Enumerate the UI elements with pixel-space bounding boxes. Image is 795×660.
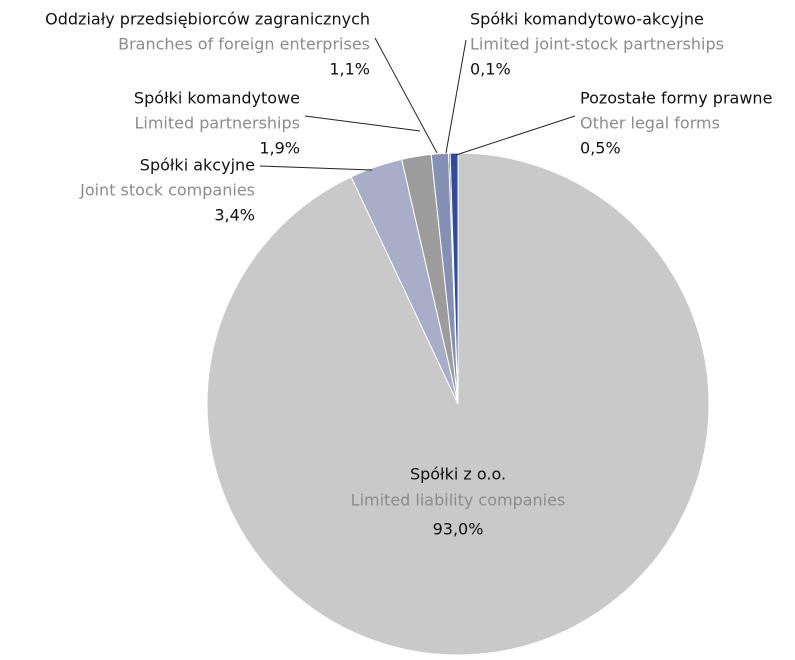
slice-label: Spółki komandytowe	[134, 89, 300, 108]
slice-label: Spółki akcyjne	[140, 156, 255, 175]
slice-label-en: Limited joint-stock partnerships	[470, 35, 724, 54]
value-label: 0,5%	[580, 139, 621, 158]
value-label: 1,9%	[259, 139, 300, 158]
slice-label: Oddziały przedsiębiorców zagranicznych	[45, 10, 370, 29]
value-label: 1,1%	[329, 60, 370, 79]
leader-line	[374, 37, 438, 154]
slice-label-en: Other legal forms	[580, 114, 720, 133]
value-label: 0,1%	[470, 60, 511, 79]
pie-slice	[449, 152, 459, 405]
leader-line	[445, 39, 467, 154]
slice-label-en: Limited liability companies	[351, 491, 566, 510]
leader-line	[304, 115, 421, 132]
slice-label: Spółki z o.o.	[410, 465, 506, 484]
slice-label-en: Branches of foreign enterprises	[118, 35, 370, 54]
leader-line	[455, 115, 576, 156]
slice-label: Pozostałe formy prawne	[580, 89, 772, 108]
slice-label-en: Joint stock companies	[79, 181, 255, 200]
value-label: 3,4%	[214, 206, 255, 225]
leader-line	[259, 165, 373, 171]
value-label: 93,0%	[433, 520, 484, 539]
slice-label: Spółki komandytowo-akcyjne	[470, 10, 704, 29]
slice-label-en: Limited partnerships	[134, 114, 300, 133]
